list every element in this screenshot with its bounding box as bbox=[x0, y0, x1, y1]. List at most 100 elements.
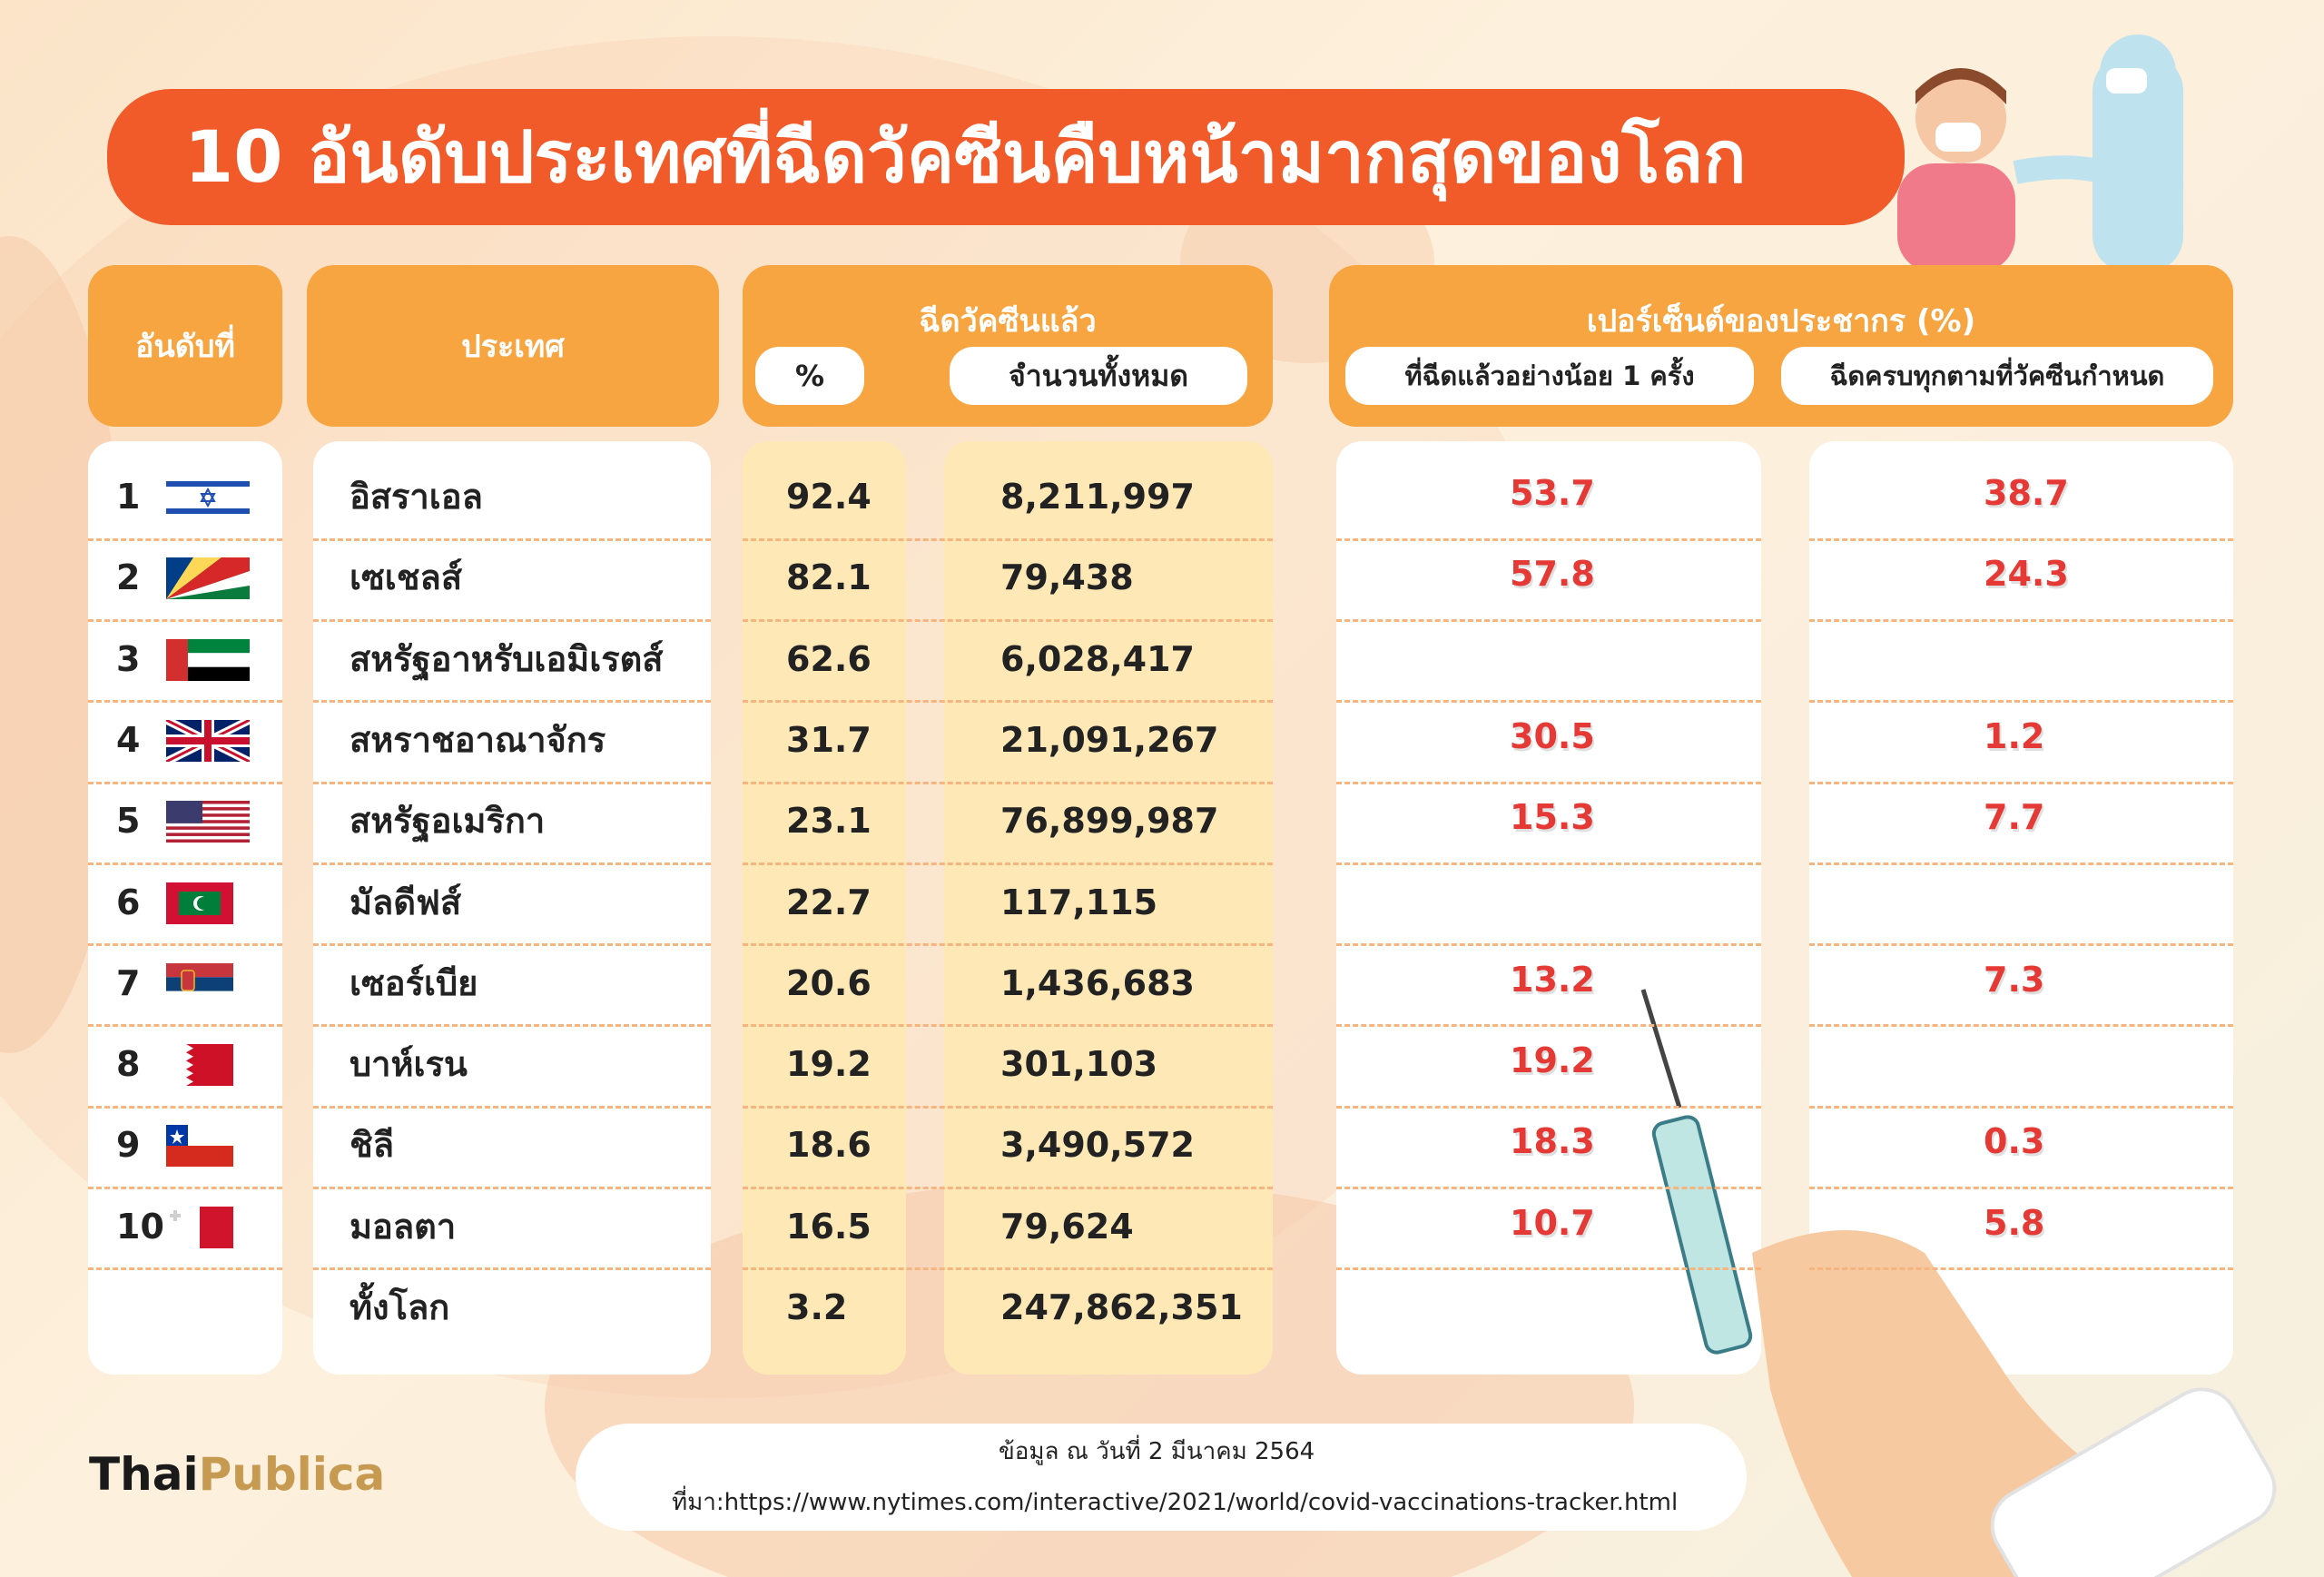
pct-cell: 92.4 bbox=[786, 477, 872, 517]
serbia-flag-icon bbox=[166, 962, 250, 1005]
pct-cell: 62.6 bbox=[786, 638, 872, 679]
row-divider bbox=[313, 537, 711, 541]
fully-cell: 7.3 bbox=[1984, 959, 2045, 1000]
row-divider bbox=[313, 1267, 711, 1271]
rank-cell: 4 bbox=[116, 719, 141, 760]
total-cell: 6,028,417 bbox=[1000, 638, 1195, 679]
row-divider bbox=[743, 1105, 1273, 1109]
row-divider bbox=[1336, 781, 1761, 784]
row-divider bbox=[313, 1024, 711, 1028]
header-at-least-one-pill: ที่ฉีดแล้วอย่างน้อย 1 ครั้ง bbox=[1345, 347, 1754, 405]
country-panel bbox=[313, 441, 711, 1375]
israel-flag-icon bbox=[166, 477, 250, 518]
country-cell: เซเชลส์ bbox=[350, 557, 463, 598]
country-cell: เซอร์เบีย bbox=[350, 962, 478, 1003]
row-divider bbox=[1809, 781, 2233, 784]
total-cell: 3,490,572 bbox=[1000, 1125, 1195, 1166]
row-divider bbox=[88, 1024, 282, 1028]
maldives-flag-icon bbox=[166, 882, 250, 924]
country-cell: สหรัฐอาหรับเอมิเรตส์ bbox=[350, 638, 664, 679]
rank-cell: 5 bbox=[116, 801, 141, 842]
at-least-one-cell: 13.2 bbox=[1510, 959, 1595, 1000]
data-date: ข้อมูล ณ วันที่ 2 มีนาคม 2564 bbox=[999, 1438, 1315, 1465]
row-divider bbox=[88, 1267, 282, 1271]
rank-cell: 2 bbox=[116, 557, 141, 598]
bahrain-flag-icon bbox=[166, 1044, 250, 1087]
header-country-label: ประเทศ bbox=[461, 329, 565, 365]
rank-cell: 3 bbox=[116, 638, 141, 679]
fully-cell: 38.7 bbox=[1984, 473, 2069, 513]
header-rank-label: อันดับที่ bbox=[135, 329, 235, 365]
pct-cell: 18.6 bbox=[786, 1125, 872, 1166]
row-divider bbox=[88, 943, 282, 947]
fully-cell: 5.8 bbox=[1984, 1202, 2045, 1243]
total-cell: 21,091,267 bbox=[1000, 719, 1219, 760]
at-least-one-cell: 10.7 bbox=[1510, 1202, 1595, 1243]
rank-cell: 1 bbox=[116, 477, 141, 517]
row-divider bbox=[1336, 618, 1761, 622]
row-divider bbox=[1809, 1105, 2233, 1109]
at-least-one-cell: 30.5 bbox=[1510, 715, 1595, 756]
row-divider bbox=[743, 1187, 1273, 1190]
row-divider bbox=[313, 1187, 711, 1190]
fully-cell: 1.2 bbox=[1984, 715, 2045, 756]
total-cell: 247,862,351 bbox=[1000, 1287, 1243, 1327]
row-divider bbox=[1336, 1187, 1761, 1190]
row-divider bbox=[88, 1187, 282, 1190]
row-divider bbox=[88, 618, 282, 622]
rank-cell: 7 bbox=[116, 962, 141, 1003]
syringe-hand-illustration bbox=[1640, 989, 2277, 1577]
header-country: ประเทศ bbox=[307, 265, 719, 427]
vaccination-illustration bbox=[1897, 34, 2183, 272]
fully-cell: 0.3 bbox=[1984, 1121, 2045, 1162]
row-divider bbox=[743, 862, 1273, 865]
pct-cell: 82.1 bbox=[786, 557, 872, 598]
row-divider bbox=[1336, 537, 1761, 541]
row-divider bbox=[313, 943, 711, 947]
row-divider bbox=[1336, 1267, 1761, 1271]
header-total-pill: จำนวนทั้งหมด bbox=[950, 347, 1247, 405]
row-divider bbox=[88, 862, 282, 865]
pct-cell: 16.5 bbox=[786, 1206, 872, 1247]
pct-cell: 31.7 bbox=[786, 719, 872, 760]
logo-part2: Publica bbox=[198, 1448, 386, 1501]
pct-cell: 22.7 bbox=[786, 882, 872, 922]
usa-flag-icon bbox=[166, 801, 250, 843]
row-divider bbox=[1809, 537, 2233, 541]
total-cell: 76,899,987 bbox=[1000, 801, 1219, 842]
country-cell: บาห์เรน bbox=[350, 1044, 468, 1085]
fully-cell: 24.3 bbox=[1984, 554, 2069, 595]
row-divider bbox=[743, 1024, 1273, 1028]
pct-cell: 23.1 bbox=[786, 801, 872, 842]
malta-flag-icon bbox=[166, 1206, 250, 1248]
country-cell: ทั้งโลก bbox=[350, 1287, 450, 1327]
source-link[interactable]: ที่มา:https://www.nytimes.com/interactiv… bbox=[672, 1489, 1679, 1516]
seychelles-flag-icon bbox=[166, 557, 250, 600]
row-divider bbox=[1809, 1267, 2233, 1271]
total-panel bbox=[944, 441, 1273, 1375]
row-divider bbox=[743, 781, 1273, 784]
at-least-one-cell: 57.8 bbox=[1510, 554, 1595, 595]
row-divider bbox=[743, 700, 1273, 704]
pct-panel bbox=[743, 441, 906, 1375]
at-least-one-cell: 53.7 bbox=[1510, 473, 1595, 513]
total-cell: 8,211,997 bbox=[1000, 477, 1195, 517]
total-cell: 79,438 bbox=[1000, 557, 1134, 598]
row-divider bbox=[313, 618, 711, 622]
row-divider bbox=[313, 862, 711, 865]
pct-cell: 19.2 bbox=[786, 1044, 872, 1085]
uk-flag-icon bbox=[166, 719, 250, 762]
total-cell: 1,436,683 bbox=[1000, 962, 1195, 1003]
row-divider bbox=[313, 781, 711, 784]
row-divider bbox=[1336, 700, 1761, 704]
row-divider bbox=[313, 700, 711, 704]
row-divider bbox=[1809, 700, 2233, 704]
row-divider bbox=[313, 1105, 711, 1109]
row-divider bbox=[1336, 1105, 1761, 1109]
header-population-label: เปอร์เซ็นต์ของประชากร (%) bbox=[1586, 303, 1976, 340]
pct-cell: 20.6 bbox=[786, 962, 872, 1003]
country-cell: สหรัฐอเมริกา bbox=[350, 801, 546, 842]
total-cell: 117,115 bbox=[1000, 882, 1158, 922]
header-rank: อันดับที่ bbox=[88, 265, 282, 427]
header-pct-pill: % bbox=[755, 347, 864, 405]
